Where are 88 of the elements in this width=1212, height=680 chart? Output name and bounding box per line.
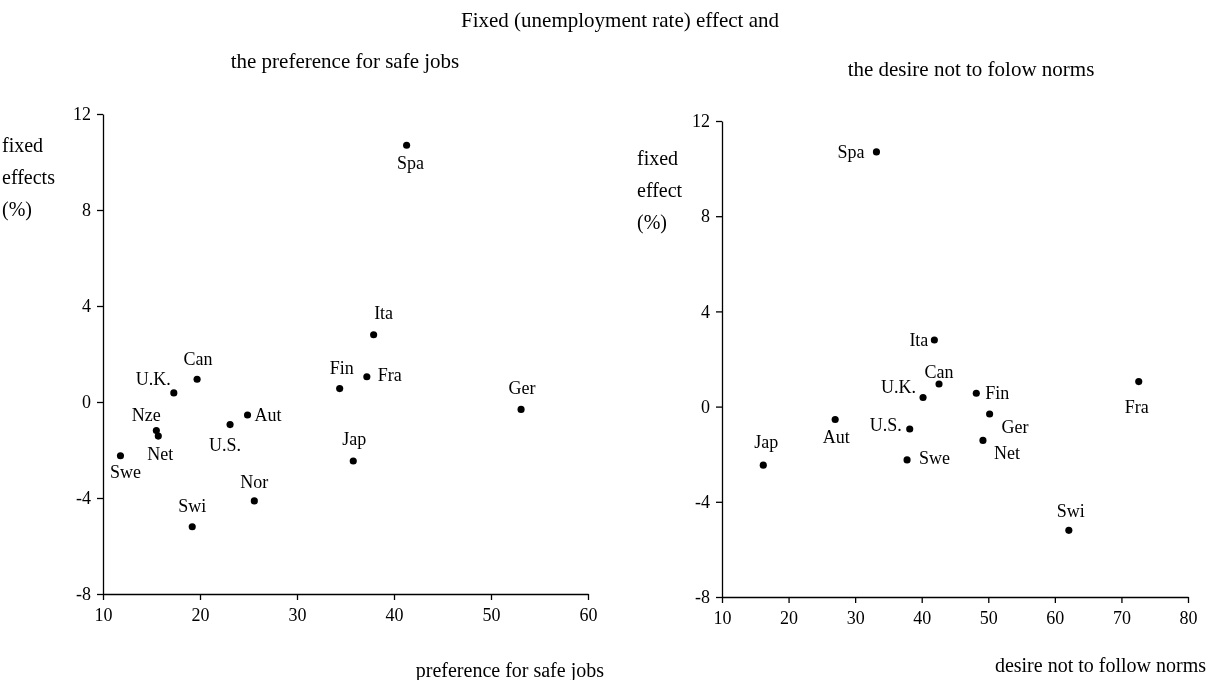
point [759,461,767,469]
x-tick-label: 80 [1179,607,1198,628]
annotation: Can [183,349,213,370]
y-axis-title: fixed effects (%) [2,134,56,221]
annotation: U.K. [881,376,917,397]
chart-subtitle: the desire not to folow norms [847,57,1095,81]
annotation: Swe [919,447,951,468]
point [363,373,371,381]
point [1065,526,1073,534]
y-tick-label: -8 [76,584,91,605]
point [370,331,378,339]
annotation: Swi [178,495,207,516]
annotation: Jap [342,429,367,450]
annotation: Spa [837,141,865,162]
annotation: Fra [1124,396,1149,417]
point [193,375,201,383]
x-tick-label: 10 [713,607,732,628]
annotation: U.S. [869,414,902,435]
annotation: U.S. [209,434,242,455]
point [116,452,125,460]
annotation: Fin [329,357,354,378]
x-tick-label: 50 [482,604,501,625]
annotation: Ger [1001,416,1029,437]
point [517,405,525,413]
x-tick-label: 30 [288,604,307,625]
chart-title: Fixed (unemployment rate) effect and [461,8,780,32]
annotation: U.K. [135,368,171,389]
point [188,523,196,531]
point [979,436,987,444]
point [243,411,252,419]
point [919,394,927,402]
annotation: Net [147,444,174,465]
x-tick-label: 20 [191,604,210,625]
point [152,427,160,435]
annotation: Ita [374,302,394,323]
annotation: Can [924,361,954,382]
x-tick-label: 40 [385,604,404,625]
point [831,415,839,424]
annotation: Nze [131,404,161,425]
x-tick-label: 10 [94,604,113,625]
annotation: Ger [508,378,536,399]
point [349,457,357,465]
y-tick-label: 8 [82,200,91,221]
point [872,148,881,156]
x-tick-label: 60 [1046,607,1065,628]
point [1135,378,1143,386]
y-tick-label: 0 [701,396,710,417]
annotation: Swi [1056,501,1085,522]
x-axis-title: desire not to follow norms [994,654,1207,676]
y-tick-label: 12 [73,104,91,125]
annotation: Nor [240,471,269,492]
point [154,432,162,440]
annotation: Aut [822,427,850,448]
x-tick-label: 50 [979,607,998,628]
x-tick-label: 20 [780,607,799,628]
y-tick-label: -4 [695,492,710,513]
x-tick-label: 30 [846,607,865,628]
annotation: Aut [254,404,282,425]
point [986,410,994,418]
chart-subtitle: the preference for safe jobs [230,49,460,73]
y-tick-label: 8 [701,206,710,227]
x-tick-label: 60 [579,604,598,625]
annotation: Jap [754,432,779,453]
point [336,385,344,393]
annotation: Fin [985,383,1010,404]
point [903,456,911,464]
annotation: Spa [397,153,425,174]
y-tick-label: 4 [82,296,91,317]
point [170,389,178,397]
annotation: Ita [909,329,929,350]
point [935,380,943,388]
point [906,425,914,433]
y-tick-label: 12 [692,111,710,132]
point [226,421,234,429]
point [250,497,258,505]
annotation: Fra [377,364,402,385]
annotation: Net [993,443,1020,464]
point [972,389,980,397]
point [930,336,938,344]
y-axis-title: fixed effect (%) [637,147,683,234]
point [403,141,411,149]
y-tick-label: -8 [695,587,710,608]
y-tick-label: 4 [701,301,710,322]
x-tick-label: 40 [913,607,932,628]
y-tick-label: 0 [82,392,91,413]
x-tick-label: 70 [1112,607,1131,628]
y-tick-label: -4 [76,488,91,509]
annotation: Swe [109,461,141,482]
